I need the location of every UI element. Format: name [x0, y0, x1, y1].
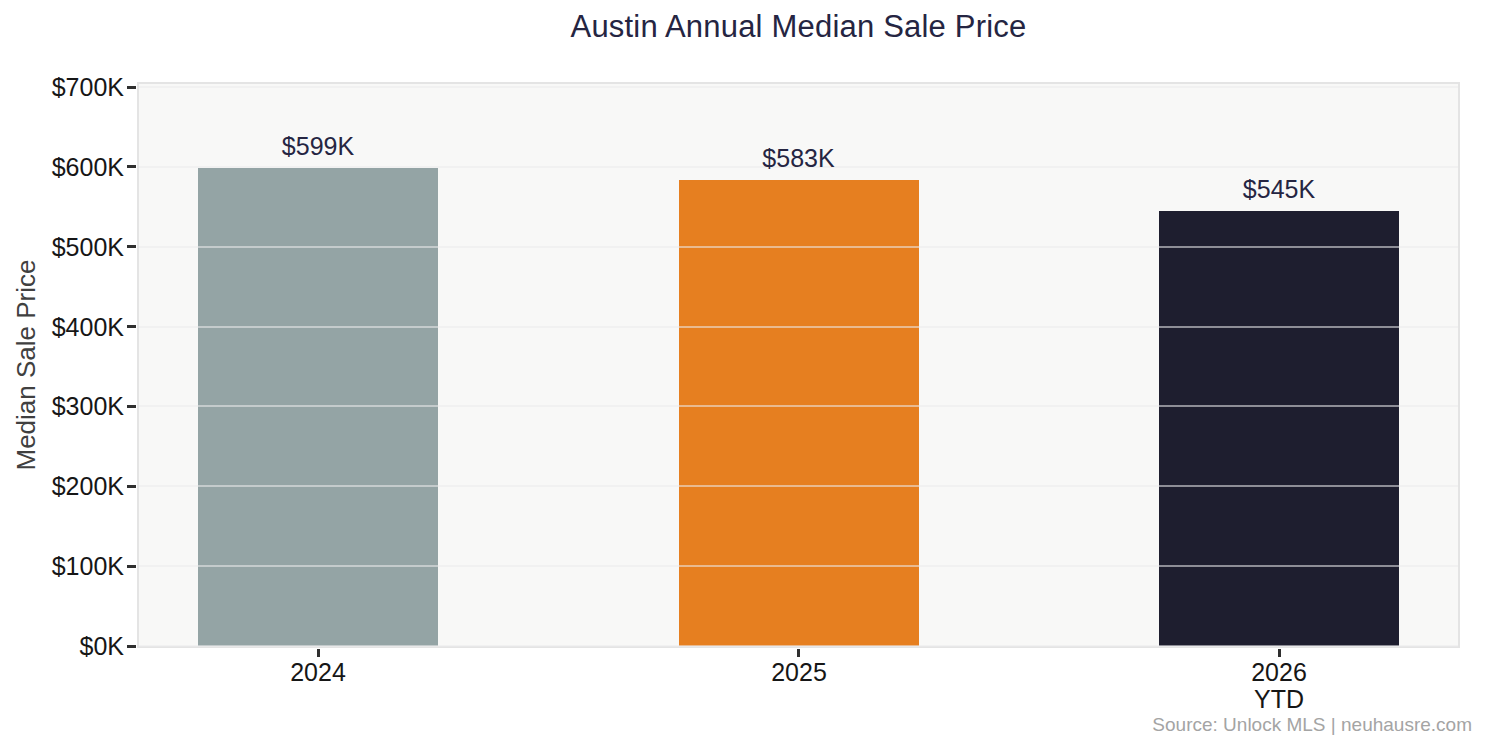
gridline-700: [139, 86, 1458, 88]
y-tick-label-300: $300K: [0, 392, 124, 421]
y-tick-label-200: $200K: [0, 472, 124, 501]
gridline-500: [139, 246, 1458, 248]
x-tick-mark-2024: [317, 649, 320, 657]
x-tick-label-2025: 2025: [679, 659, 919, 686]
y-tick-mark-0: [127, 645, 136, 648]
plot-area: $599K $583K $545K: [137, 82, 1460, 648]
source-credit: Source: Unlock MLS | neuhausre.com: [1152, 714, 1472, 736]
y-tick-mark-300: [127, 405, 136, 408]
y-tick-label-600: $600K: [0, 153, 124, 182]
y-tick-mark-700: [127, 86, 136, 89]
y-tick-mark-200: [127, 485, 136, 488]
y-tick-label-0: $0K: [0, 632, 124, 661]
y-tick-label-400: $400K: [0, 313, 124, 342]
y-axis-title: Median Sale Price: [11, 260, 42, 471]
bar-value-label-2026: $545K: [1169, 175, 1389, 204]
bar-value-label-2025: $583K: [689, 144, 909, 173]
y-tick-label-500: $500K: [0, 233, 124, 262]
gridline-0: [139, 645, 1458, 647]
y-tick-label-700: $700K: [0, 73, 124, 102]
bar-value-label-2024: $599K: [208, 132, 428, 161]
y-tick-label-100: $100K: [0, 552, 124, 581]
gridline-300: [139, 405, 1458, 407]
x-tick-mark-2026: [1278, 649, 1281, 657]
x-tick-label-2026: 2026 YTD: [1159, 659, 1399, 713]
chart-title: Austin Annual Median Sale Price: [137, 9, 1460, 45]
y-tick-mark-100: [127, 565, 136, 568]
y-tick-mark-600: [127, 165, 136, 168]
y-tick-mark-400: [127, 325, 136, 328]
x-tick-mark-2025: [797, 649, 800, 657]
x-tick-label-2024: 2024: [198, 659, 438, 686]
gridline-100: [139, 565, 1458, 567]
y-tick-mark-500: [127, 245, 136, 248]
gridline-400: [139, 326, 1458, 328]
chart-canvas: Austin Annual Median Sale Price Median S…: [0, 0, 1486, 748]
gridline-200: [139, 485, 1458, 487]
